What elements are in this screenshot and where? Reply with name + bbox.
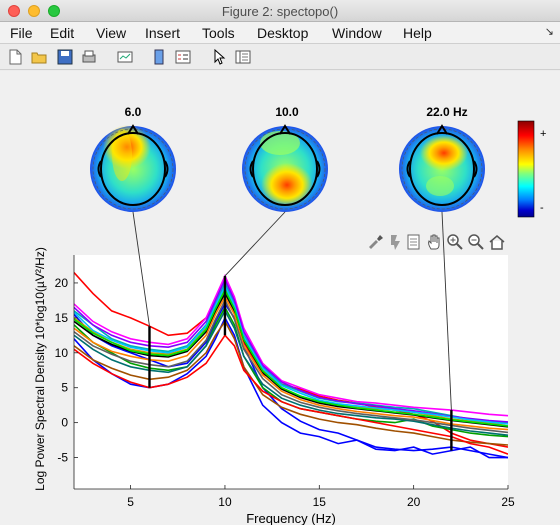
spectrum-line-15[interactable] xyxy=(74,288,508,427)
home-icon[interactable] xyxy=(487,232,507,252)
topo-label-6: 6.0 xyxy=(125,105,142,119)
data-cursor-icon[interactable] xyxy=(386,232,406,252)
y-tick-label-5: 5 xyxy=(61,381,68,395)
menu-window[interactable]: Window xyxy=(332,25,382,41)
figure-toolbar xyxy=(0,44,560,70)
property-inspector-icon[interactable] xyxy=(234,48,252,66)
close-window-button[interactable] xyxy=(8,5,20,17)
spectrum-line-12[interactable] xyxy=(74,334,508,455)
legend-icon[interactable] xyxy=(174,48,192,66)
spectrum-line-14[interactable] xyxy=(74,298,508,434)
colorbar xyxy=(517,120,535,218)
spectrum-line-1[interactable] xyxy=(74,302,508,459)
topoplot-22hz[interactable] xyxy=(399,124,485,212)
dock-arrow-icon[interactable]: ↘ xyxy=(544,26,554,38)
topoplot-10hz[interactable] xyxy=(242,124,328,212)
y-tick-label-15: 15 xyxy=(55,311,69,325)
zoom-in-icon[interactable] xyxy=(445,232,465,252)
colorbar-icon[interactable] xyxy=(150,48,168,66)
spectrum-line-4[interactable] xyxy=(74,280,508,424)
colorbar-plus-label: + xyxy=(540,128,546,140)
window-title: Figure 2: spectopo() xyxy=(221,4,339,19)
minimize-window-button[interactable] xyxy=(28,5,40,17)
y-tick-label--5: -5 xyxy=(57,451,68,465)
topoplot-6hz[interactable] xyxy=(90,124,176,212)
menu-tools[interactable]: Tools xyxy=(202,25,235,41)
y-tick-label-20: 20 xyxy=(55,276,69,290)
menu-desktop[interactable]: Desktop xyxy=(257,25,309,41)
x-axis-label: Frequency (Hz) xyxy=(246,511,336,525)
zoom-out-icon[interactable] xyxy=(466,232,486,252)
x-tick-label-20: 20 xyxy=(407,495,421,509)
menu-help[interactable]: Help xyxy=(403,25,432,41)
pan-icon[interactable] xyxy=(425,232,445,252)
spectrum-line-10[interactable] xyxy=(74,309,508,436)
save-icon[interactable] xyxy=(56,48,74,66)
open-file-icon[interactable] xyxy=(30,48,48,66)
menu-bar: File Edit View Insert Tools Desktop Wind… xyxy=(0,22,560,44)
brush-icon[interactable] xyxy=(366,232,386,252)
spectrum-line-3[interactable] xyxy=(74,305,508,438)
topo-label-10: 10.0 xyxy=(275,105,299,119)
spectrum-line-11[interactable] xyxy=(74,319,508,446)
topo-connector-10 xyxy=(224,211,286,277)
menu-edit[interactable]: Edit xyxy=(50,25,75,41)
zoom-window-button[interactable] xyxy=(48,5,60,17)
spectrum-line-8[interactable] xyxy=(74,295,508,431)
x-tick-label-15: 15 xyxy=(313,495,327,509)
spectrum-line-5[interactable] xyxy=(74,274,508,417)
title-bar: Figure 2: spectopo() xyxy=(0,0,560,22)
plot-axes[interactable] xyxy=(74,255,508,489)
spectrum-line-13[interactable] xyxy=(74,284,508,425)
spectrum-line-9[interactable] xyxy=(74,277,508,423)
x-tick-label-10: 10 xyxy=(218,495,232,509)
spectopo-figure: 6.0 10.0 22.0 Hz + - 5 10 15 20 25 20 15 10 5 0 -5… xyxy=(33,105,546,525)
topo-connector-22 xyxy=(441,211,452,411)
y-tick-label-0: 0 xyxy=(61,416,68,430)
topo-label-22: 22.0 Hz xyxy=(426,105,467,119)
topo-connector-6 xyxy=(132,211,150,327)
figure-canvas: 6.0 10.0 22.0 Hz + - 5 10 15 20 25 20 15 10 5 0 -5… xyxy=(0,71,560,525)
y-tick-label-10: 10 xyxy=(55,346,69,360)
pointer-icon[interactable] xyxy=(210,48,228,66)
export-icon[interactable] xyxy=(404,232,424,252)
colorbar-minus-label: - xyxy=(540,202,544,214)
link-plot-icon[interactable] xyxy=(116,48,134,66)
print-icon[interactable] xyxy=(80,48,98,66)
menu-insert[interactable]: Insert xyxy=(145,25,181,41)
menu-view[interactable]: View xyxy=(96,25,127,41)
x-tick-label-25: 25 xyxy=(501,495,515,509)
x-tick-label-5: 5 xyxy=(127,495,134,509)
y-axis-label: Log Power Spectral Density 10*log10(µV²/… xyxy=(33,247,47,491)
menu-file[interactable]: File xyxy=(10,25,33,41)
new-figure-icon[interactable] xyxy=(6,48,24,66)
